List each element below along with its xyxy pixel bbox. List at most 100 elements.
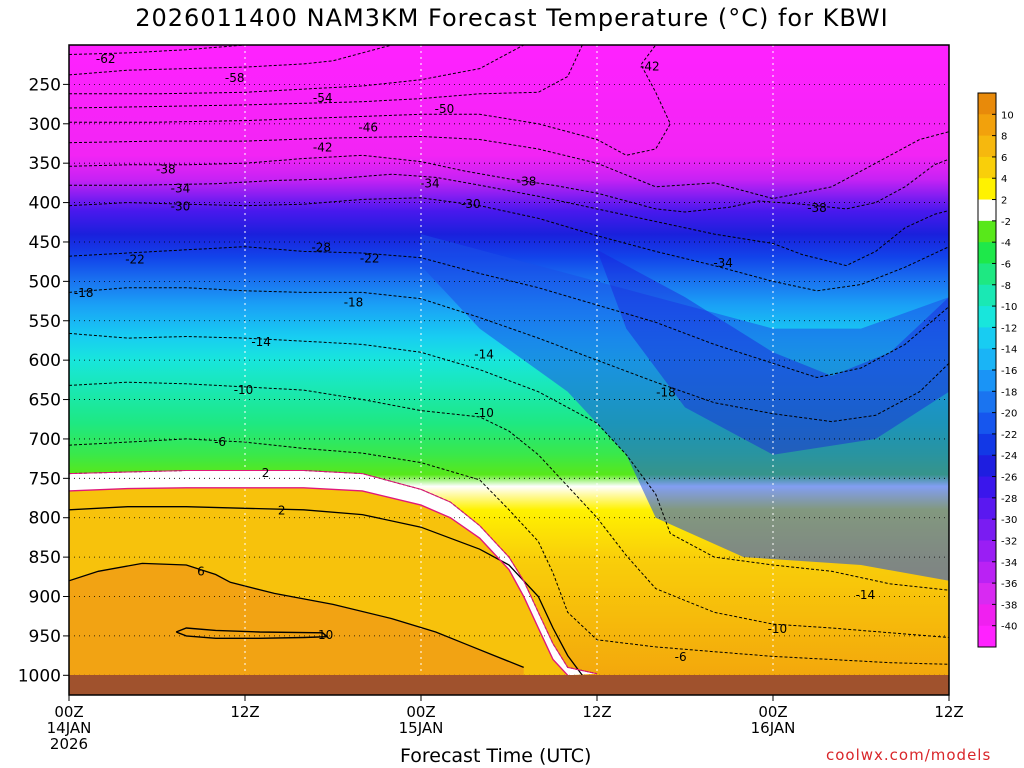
colorbar-swatch [978,476,996,499]
contour-line [69,154,949,213]
colorbar-tick-label: -2 [1001,217,1011,228]
y-tick-label: 700 [29,430,61,450]
colorbar-tick-label: 6 [1001,153,1007,164]
colorbar-tick-label: 8 [1001,132,1007,143]
colorbar-swatch [978,455,996,478]
contour-label: -34 [420,177,440,191]
contour-label: -30 [171,200,191,214]
contour-label: -50 [435,102,455,116]
colorbar-tick-label: -18 [1001,387,1017,398]
y-tick-label: 350 [29,154,61,174]
contour-line [69,562,524,669]
colorbar-tick-label: -38 [1001,600,1017,611]
colorbar-tick-label: -6 [1001,259,1011,270]
colorbar-tick-label: -16 [1001,366,1017,377]
contour-label: -46 [358,121,378,135]
contour-label: -34 [713,256,733,270]
cold-pool-region [421,234,949,581]
y-tick-label: 900 [29,588,61,608]
colorbar-tick-label: -14 [1001,345,1017,356]
contour-line [69,131,949,200]
y-tick-label: 650 [29,391,61,411]
colorbar-swatch [978,327,996,350]
chart-title: 2026011400 NAM3KM Forecast Temperature (… [135,4,889,32]
y-tick-label: 550 [29,312,61,332]
contour-line-10 [175,627,329,639]
y-tick-label: 1000 [18,666,61,686]
colorbar-tick-label: -40 [1001,622,1017,633]
x-tick-label: 12Z [934,703,963,721]
colorbar-swatch [978,625,996,648]
contour-line [69,246,949,379]
y-tick-label: 750 [29,469,61,489]
contour-label: -10 [474,406,494,420]
contour-labels: -62-58-54-50-46-42-42-38-38-38-34 -34-34-… [74,52,876,664]
contour-line [69,332,949,591]
contour-line [69,45,671,156]
contour-line [69,438,949,665]
y-tick-label: 250 [29,75,61,95]
contour-label: -14 [856,588,876,602]
colorbar-swatch [978,370,996,392]
contour-label: -18 [656,385,676,399]
colorbar-swatch [978,604,996,627]
contour-label: -34 [171,181,191,195]
contour-line [69,45,583,109]
contour-line [69,287,949,423]
colorbar-swatch [978,561,996,584]
y-tick-label: 450 [29,233,61,253]
colorbar-tick-label: -12 [1001,323,1017,334]
freezing-line [69,487,569,676]
contour-label: 2 [262,466,270,480]
contour-label: -62 [96,52,116,66]
colorbar-tick-label: -22 [1001,430,1017,441]
colorbar-swatch [978,178,996,201]
contour-label: -6 [214,435,226,449]
colorbar-swatch [978,540,996,563]
colorbar-tick-label: 4 [1001,174,1007,185]
y-axis: 250 300 350 400 450 500 550 600 650 700 750 800 850 9… [18,75,69,686]
colorbar-swatch [978,135,996,158]
contour-label: -10 [234,383,254,397]
colorbar-tick-label: -20 [1001,409,1017,420]
colorbar-swatch [978,93,996,115]
plot-frame [68,44,950,696]
contour-label: -6 [675,650,687,664]
contours [69,45,949,676]
colorbar-swatch [978,306,996,328]
contour-label: -58 [225,71,245,85]
contour-label: -14 [251,335,271,349]
contour-label: -14 [474,348,494,362]
colorbar-tick-label: 10 [1001,110,1014,121]
contour-label: -38 [807,201,827,215]
x-tick-label: 00Z [406,703,435,721]
contour-line [69,197,949,292]
colorbar-tick-label: -10 [1001,302,1017,313]
colorbar-swatch [978,391,996,414]
y-tick-label: 950 [29,627,61,647]
ground-surface [69,675,949,695]
colorbar-tick-label: -30 [1001,515,1017,526]
contour-line [69,45,524,95]
colorbar-tick-label: -34 [1001,558,1017,569]
freezing-line-upper [69,470,598,675]
contour-label: 2 [278,504,286,518]
x-tick-label: 14JAN [47,719,92,737]
credit-text: coolwx.com/models [826,746,992,764]
contour-label: -18 [74,286,94,300]
contour-label: -54 [313,91,333,105]
x-tick-label: 00Z [54,703,83,721]
contour-label: -22 [360,252,380,266]
colorbar-swatch [978,412,996,435]
colorbar-tick-label: -26 [1001,473,1017,484]
contour-label: -38 [156,162,176,176]
colorbar-swatch [978,497,996,520]
colorbar-swatch [978,433,996,456]
colorbar-swatch [978,114,996,137]
contour-label: 10 [318,628,333,642]
x-tick-label: 12Z [582,703,611,721]
x-axis-title: Forecast Time (UTC) [400,745,592,767]
y-tick-label: 600 [29,351,61,371]
colorbar-tick-label: -36 [1001,579,1017,590]
